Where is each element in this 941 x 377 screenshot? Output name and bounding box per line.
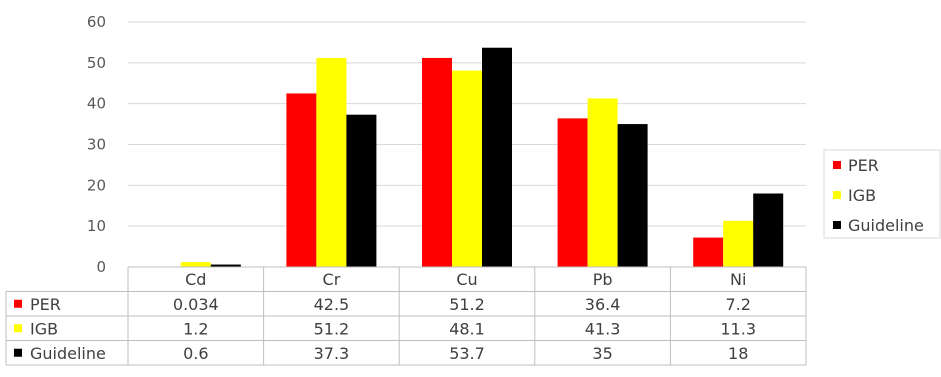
data-label: 0.6 xyxy=(183,344,208,363)
y-tick-label: 10 xyxy=(87,217,106,235)
table-legend-key xyxy=(14,348,22,357)
legend-key xyxy=(833,191,841,199)
table-series-label: PER xyxy=(30,295,61,314)
y-tick-label: 20 xyxy=(87,176,106,194)
bar-guideline-ni xyxy=(753,193,784,267)
bar-igb-cu xyxy=(452,70,482,267)
bar-igb-ni xyxy=(723,220,754,267)
table-series-label: Guideline xyxy=(30,344,106,363)
bar-per-cr xyxy=(286,93,317,267)
legend-key xyxy=(833,161,841,169)
y-tick-label: 0 xyxy=(96,258,106,276)
category-label: Cr xyxy=(323,270,341,289)
bar-igb-cd xyxy=(180,262,211,267)
data-label: 36.4 xyxy=(585,295,621,314)
bar-per-cu xyxy=(422,57,452,267)
data-label: 48.1 xyxy=(449,319,485,338)
bar-guideline-cu xyxy=(482,47,512,267)
data-label: 37.3 xyxy=(314,344,350,363)
bar-per-pb xyxy=(557,118,588,267)
y-tick-label: 60 xyxy=(87,13,106,31)
legend-label: Guideline xyxy=(848,216,924,235)
legend-label: IGB xyxy=(848,186,876,205)
data-table: Cd Cr Cu Pb Ni PER 0.034 42.5 51.2 36.4 7.2 IGB 1.2 5… xyxy=(5,266,807,366)
data-label: 11.3 xyxy=(720,319,756,338)
legend-label: PER xyxy=(848,156,879,175)
data-label: 18 xyxy=(728,344,748,363)
category-label: Pb xyxy=(593,270,613,289)
y-tick-label: 30 xyxy=(87,136,106,154)
table-series-label: IGB xyxy=(30,319,58,338)
category-label: Cu xyxy=(456,270,477,289)
data-label: 42.5 xyxy=(314,295,350,314)
legend: PER IGB Guideline xyxy=(823,149,941,239)
legend-key xyxy=(833,221,841,229)
y-axis: 0 10 20 30 40 50 60 xyxy=(87,13,106,276)
data-label: 51.2 xyxy=(314,319,350,338)
bar-guideline-cd xyxy=(210,264,241,267)
data-label: 51.2 xyxy=(449,295,485,314)
bar-igb-pb xyxy=(587,98,618,267)
table-legend-key xyxy=(14,299,22,308)
bar-igb-cr xyxy=(316,57,347,267)
bars xyxy=(150,47,784,267)
data-label: 35 xyxy=(592,344,612,363)
data-label: 7.2 xyxy=(725,295,750,314)
legend-box xyxy=(823,149,941,239)
data-label: 1.2 xyxy=(183,319,208,338)
y-tick-label: 50 xyxy=(87,54,106,72)
bar-guideline-cr xyxy=(346,114,377,267)
table-legend-key xyxy=(14,324,22,333)
category-label: Ni xyxy=(730,270,746,289)
y-tick-label: 40 xyxy=(87,95,106,113)
data-label: 0.034 xyxy=(173,295,219,314)
data-label: 53.7 xyxy=(449,344,485,363)
bar-per-ni xyxy=(693,237,724,267)
data-label: 41.3 xyxy=(585,319,621,338)
category-label: Cd xyxy=(185,270,206,289)
bar-guideline-pb xyxy=(617,124,648,267)
